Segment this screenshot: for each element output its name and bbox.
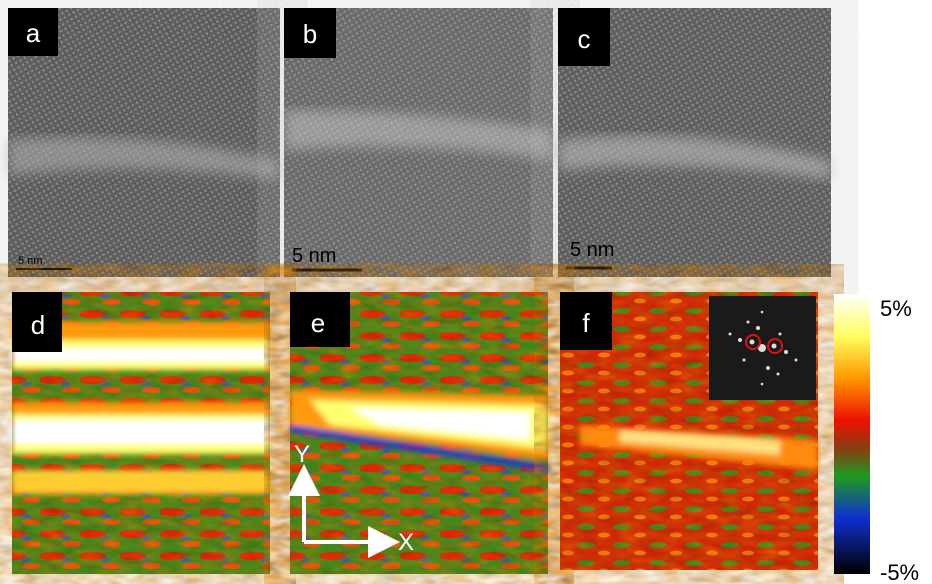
- panel-label: c: [578, 24, 591, 54]
- colorbar-min: -5%: [880, 560, 919, 584]
- fft-inset: [709, 296, 816, 400]
- figure: a 5 nm b 5 nm c 5 nm: [0, 0, 932, 584]
- scale-bar: 5 nm: [292, 245, 336, 267]
- scale-bar: 5 nm: [570, 239, 614, 261]
- panel-label: f: [582, 308, 590, 338]
- axis-label: Y: [294, 441, 310, 468]
- panel-label: d: [31, 310, 45, 340]
- colorbar: 5% -5%: [834, 294, 919, 584]
- panel-label: a: [26, 18, 41, 48]
- panel-a: a 5 nm: [8, 8, 280, 277]
- panel-f: f: [560, 292, 818, 570]
- panel-e: e Y X: [290, 292, 548, 574]
- panel-label: b: [303, 19, 317, 49]
- panel-c: c 5 nm: [558, 8, 831, 277]
- panel-b: b 5 nm: [284, 8, 553, 277]
- panel-d: d: [12, 292, 270, 574]
- colorbar-max: 5%: [880, 296, 912, 321]
- scale-bar: 5 nm: [18, 255, 42, 267]
- axis-label: X: [398, 529, 414, 556]
- panel-label: e: [311, 308, 325, 338]
